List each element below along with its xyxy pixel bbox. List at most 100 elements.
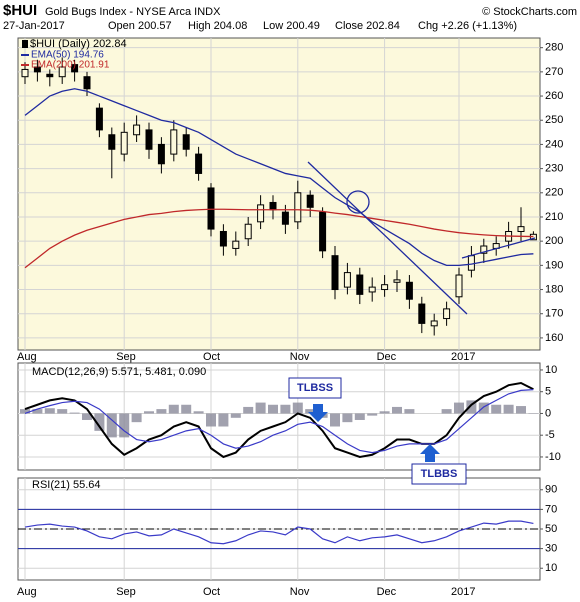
candle-body: [157, 143, 165, 165]
histogram-bar: [255, 402, 266, 414]
candle-body: [418, 303, 426, 324]
sell-box: [288, 377, 342, 399]
y-tick-label: -5: [545, 429, 555, 441]
y-tick-label: 5: [545, 386, 551, 398]
candle-body: [170, 129, 178, 155]
price-panel: [17, 37, 541, 351]
candle-body: [120, 131, 128, 155]
y-tick-label: 90: [545, 484, 557, 496]
histogram-bar: [367, 413, 378, 416]
rsi-line: [24, 520, 534, 545]
histogram-bar: [144, 411, 154, 414]
x-tick-label: 2017: [451, 586, 475, 598]
histogram-bar: [292, 402, 303, 414]
histogram-bar: [206, 413, 216, 427]
histogram-bar: [516, 406, 526, 414]
quote-item: Chg +2.26 (+1.13%): [418, 20, 517, 32]
source: © StockCharts.com: [482, 6, 577, 18]
x-tick-label: Oct: [203, 351, 220, 363]
histogram-bar: [305, 409, 316, 414]
candle-body: [356, 274, 364, 295]
histogram-bar: [466, 400, 477, 414]
x-tick-label: Sep: [116, 351, 136, 363]
histogram-bar: [156, 409, 167, 414]
x-tick-label: Dec: [377, 351, 397, 363]
histogram-bar: [131, 413, 142, 423]
ema-line: [24, 208, 534, 269]
quote-item: Open 200.57: [108, 20, 172, 32]
y-tick-label: 10: [545, 364, 557, 376]
histogram-bar: [106, 413, 117, 438]
candle-body: [182, 134, 190, 150]
x-tick-label: Nov: [290, 351, 310, 363]
candle-body: [381, 284, 389, 291]
candle-body: [195, 153, 203, 174]
macd-line: [24, 389, 534, 454]
histogram-bar: [94, 413, 105, 431]
y-tick-label: 180: [545, 283, 563, 295]
sell-label: TLBSS: [297, 382, 333, 394]
buy-arrow: [420, 444, 440, 462]
histogram-bar: [69, 412, 80, 414]
histogram-bar: [32, 409, 43, 414]
candle-body: [33, 66, 41, 73]
y-tick-label: 10: [545, 562, 557, 574]
histogram-bar: [454, 402, 464, 414]
y-tick-label: 250: [545, 114, 563, 126]
y-tick-label: 0: [545, 407, 551, 419]
candle-body: [294, 192, 302, 223]
histogram-bar: [268, 404, 278, 414]
y-tick-label: 170: [545, 308, 563, 320]
histogram-bar: [218, 413, 229, 427]
candle-body: [95, 107, 103, 131]
candle-body: [46, 73, 54, 78]
candle-body: [145, 129, 153, 150]
histogram-bar: [181, 404, 192, 414]
legend-item: EMA(50) 194.76: [31, 50, 104, 61]
y-tick-label: 190: [545, 259, 563, 271]
y-tick-label: 270: [545, 66, 563, 78]
candle-body: [219, 230, 227, 247]
candle-body: [257, 204, 265, 223]
y-tick-label: 230: [545, 163, 563, 175]
legend-item: EMA(200) 201.91: [31, 60, 110, 71]
legend: RSI(21) 55.64: [32, 479, 100, 491]
candle-body: [207, 187, 215, 230]
x-tick-label: 2017: [451, 351, 475, 363]
histogram-bar: [330, 413, 340, 427]
histogram-bar: [230, 413, 241, 418]
histogram-bar: [57, 409, 68, 414]
y-tick-label: 240: [545, 138, 563, 150]
up-trendline: [461, 237, 536, 259]
y-tick-label: 220: [545, 187, 563, 199]
sell-arrow: [308, 404, 328, 422]
quote-item: Low 200.49: [263, 20, 320, 32]
legend-item: $HUI (Daily) 202.84: [30, 38, 127, 50]
cross-circle: [346, 190, 370, 214]
quote-item: High 204.08: [188, 20, 247, 32]
histogram-bar: [354, 413, 365, 420]
x-tick-label: Sep: [116, 586, 136, 598]
y-tick-label: -10: [545, 451, 561, 463]
histogram-bar: [441, 409, 452, 414]
legend: MACD(12,26,9) 5.571, 5.481, 0.090: [32, 366, 206, 378]
candle-body: [232, 240, 240, 249]
candle-body: [331, 255, 339, 291]
candle-body: [430, 320, 438, 327]
histogram-bar: [243, 406, 254, 414]
histogram-bar: [342, 413, 353, 423]
symbol: $HUI: [3, 2, 37, 19]
y-tick-label: 210: [545, 211, 563, 223]
candle-body: [83, 76, 91, 90]
down-trendline: [307, 161, 468, 315]
y-tick-label: 280: [545, 42, 563, 54]
y-tick-label: 200: [545, 235, 563, 247]
quote-item: Close 202.84: [335, 20, 400, 32]
candle-body: [306, 194, 314, 208]
title: Gold Bugs Index - NYSE Arca INDX: [45, 6, 221, 18]
x-tick-label: Aug: [17, 351, 37, 363]
macd-panel: [17, 362, 541, 471]
candle-body: [269, 201, 277, 211]
candle-body: [133, 124, 141, 136]
x-tick-label: Nov: [290, 586, 310, 598]
